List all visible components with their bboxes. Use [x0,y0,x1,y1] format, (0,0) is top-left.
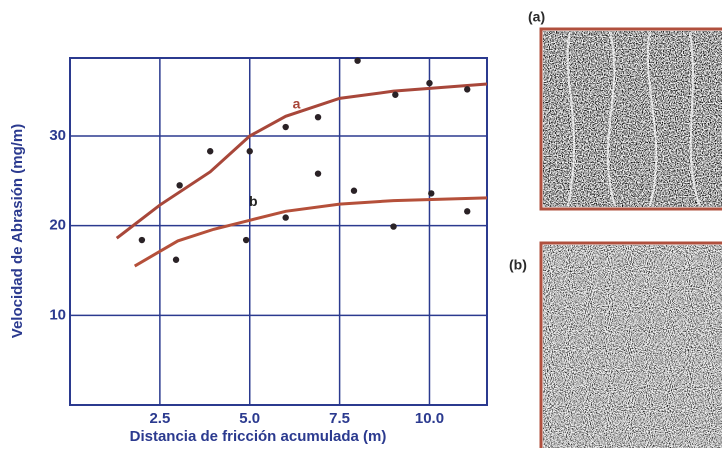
y-tick-label: 10 [49,306,66,323]
point [426,80,432,86]
plot: 2.5 5.0 7.5 10.0 10 20 30 a b [49,57,487,426]
curve-label: b [249,193,258,209]
x-tick-label: 5.0 [239,410,260,427]
point [392,92,398,98]
x-tick-label: 7.5 [329,410,350,427]
point [207,148,213,154]
fit-curve [117,84,487,238]
page: (a) (b) 2.5 5.0 7.5 10.0 10 20 30 a b Distancia … [0,0,722,453]
point [390,223,396,229]
point [282,214,288,220]
point [282,124,288,130]
point [354,57,360,63]
point [315,170,321,176]
point [243,237,249,243]
panel-b: (b) [509,243,722,448]
point [464,208,470,214]
x-axis-label: Distancia de fricción acumulada (m) [130,428,387,445]
y-tick-label: 30 [49,127,66,144]
fit-curve [135,198,487,266]
point [176,182,182,188]
panel-label: (b) [509,257,527,273]
point [173,257,179,263]
x-tick-label: 2.5 [149,410,170,427]
figure: (a) (b) 2.5 5.0 7.5 10.0 10 20 30 a b Distancia … [0,0,722,448]
y-tick-label: 20 [49,217,66,234]
y-axis-label: Velocidad de Abrasión (mg/m) [9,124,26,338]
panel-a: (a) [528,9,722,209]
plot-frame [70,58,487,405]
point [247,148,253,154]
point [428,190,434,196]
point [351,188,357,194]
curve-label: a [293,95,301,111]
panel-label: (a) [528,9,545,25]
point [315,114,321,120]
point [464,86,470,92]
point [139,237,145,243]
x-tick-label: 10.0 [415,410,444,427]
